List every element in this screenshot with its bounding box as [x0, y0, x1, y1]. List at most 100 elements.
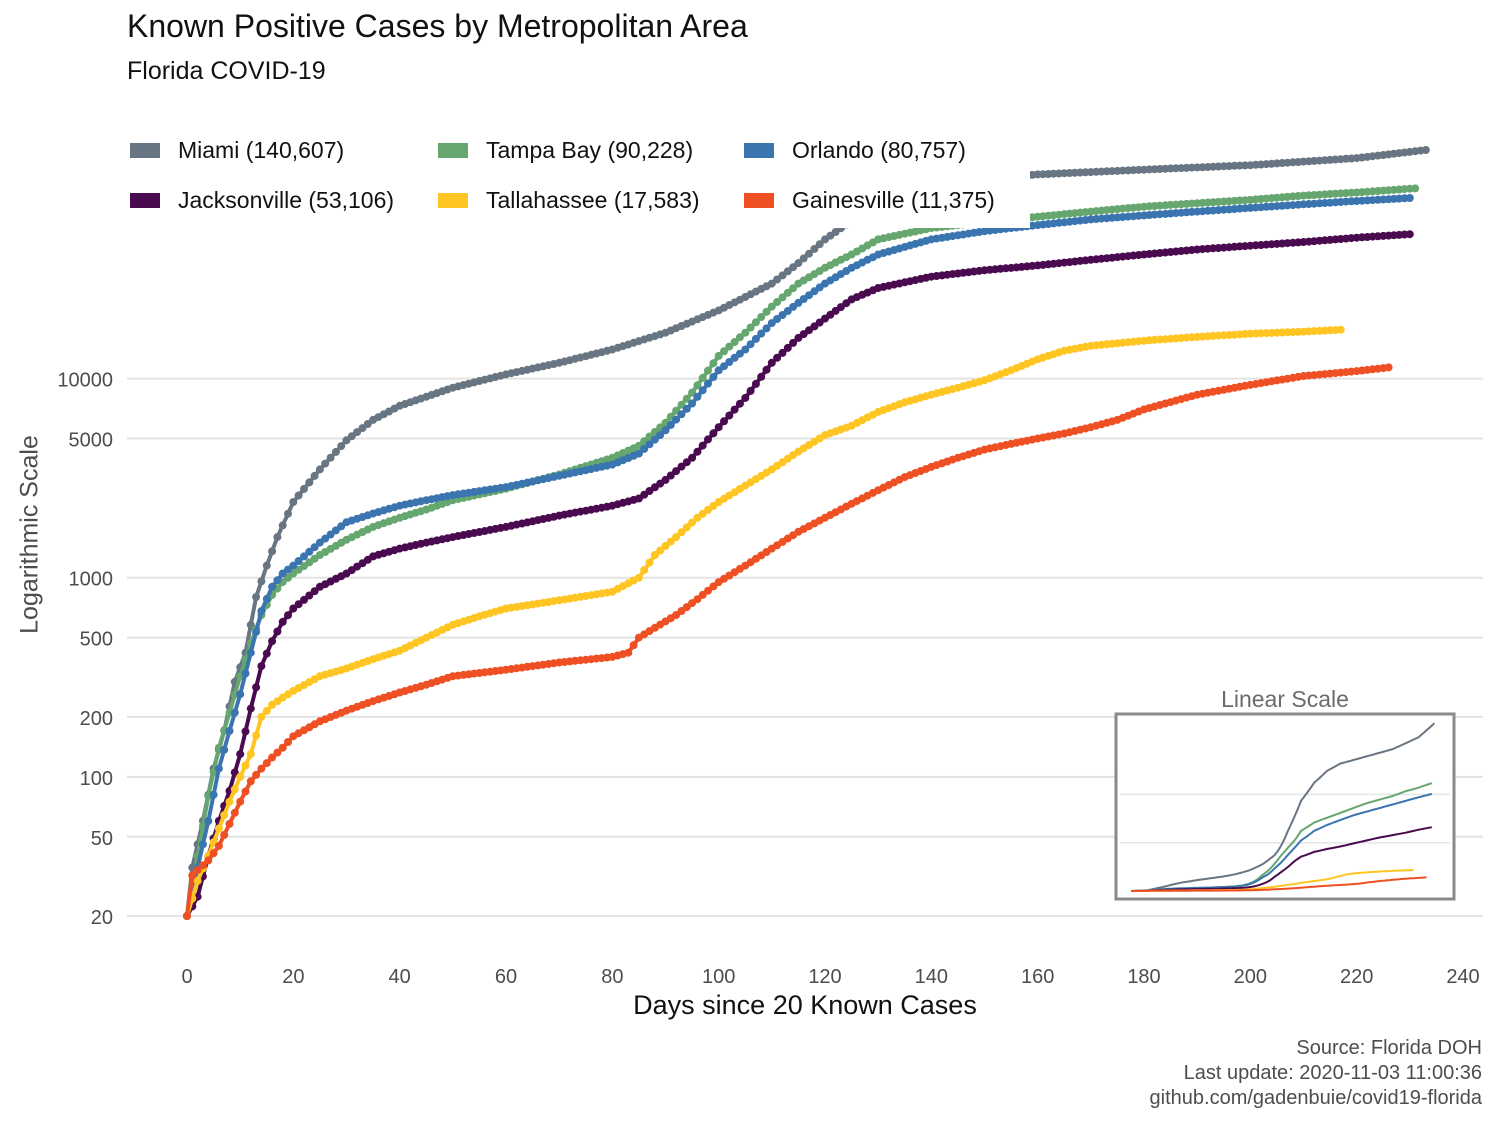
data-point-orlando	[236, 690, 245, 699]
data-point-gainesville	[246, 777, 255, 786]
data-point-jacksonville	[773, 353, 782, 362]
x-tick-label: 60	[495, 966, 517, 988]
data-point-tampa-bay	[714, 351, 723, 360]
data-point-miami	[815, 240, 824, 249]
data-point-orlando	[289, 561, 298, 570]
data-point-tampa-bay	[783, 288, 792, 297]
y-tick-label: 100	[80, 768, 113, 790]
data-point-orlando	[693, 392, 702, 401]
data-point-jacksonville	[666, 471, 675, 480]
x-tick-label: 40	[389, 966, 411, 988]
data-point-tampa-bay	[773, 298, 782, 306]
data-point-gainesville	[262, 759, 271, 768]
data-point-orlando	[273, 576, 282, 585]
data-point-jacksonville	[741, 393, 750, 402]
y-tick-label: 50	[91, 828, 113, 850]
data-point-miami	[810, 244, 819, 253]
caption-repo: github.com/gadenbuie/covid19-florida	[1149, 1087, 1482, 1109]
data-point-orlando	[220, 745, 229, 754]
caption-source: Source: Florida DOH	[1296, 1037, 1482, 1059]
chart-subtitle: Florida COVID-19	[127, 57, 326, 85]
data-point-orlando	[225, 726, 234, 735]
data-point-orlando	[640, 444, 649, 453]
data-point-jacksonville	[783, 343, 792, 352]
x-tick-label: 200	[1234, 966, 1267, 988]
data-point-tallahassee	[656, 546, 665, 555]
data-point-miami	[300, 484, 308, 493]
data-point-jacksonville	[278, 617, 287, 626]
data-point-jacksonville	[268, 637, 277, 646]
data-point-gainesville	[236, 797, 245, 806]
data-point-tallahassee	[645, 558, 654, 567]
data-point-tallahassee	[252, 731, 261, 740]
data-point-tallahassee	[661, 542, 670, 550]
data-point-orlando	[230, 708, 239, 717]
data-point-orlando	[688, 399, 697, 408]
data-point-gainesville	[278, 743, 287, 752]
y-axis-ticks: 20 50 100 200 500 1000 5000 10000	[57, 370, 113, 929]
data-point-orlando	[746, 340, 755, 349]
data-point-orlando	[661, 426, 670, 435]
data-point-miami	[805, 249, 813, 258]
data-point-orlando	[650, 435, 659, 444]
data-point-tampa-bay	[709, 359, 718, 368]
y-tick-label: 200	[80, 708, 113, 730]
data-point-gainesville	[252, 770, 261, 779]
series-jacksonville	[183, 230, 1414, 920]
data-point-jacksonville	[746, 386, 755, 395]
x-tick-label: 100	[702, 966, 735, 988]
data-point-orlando	[757, 329, 766, 338]
data-point-jacksonville	[310, 587, 319, 596]
legend-key-gainesville	[744, 193, 774, 208]
data-point-miami	[289, 498, 298, 506]
data-point-miami	[337, 442, 346, 451]
data-point-jacksonville	[682, 458, 691, 467]
data-point-orlando	[704, 379, 712, 388]
data-point-jacksonville	[300, 595, 308, 604]
data-point-miami	[799, 254, 808, 263]
data-point-jacksonville	[789, 338, 798, 347]
data-point-tallahassee	[220, 811, 229, 820]
y-tick-label: 5000	[69, 430, 114, 452]
inset-line-jacksonville	[1131, 826, 1432, 892]
data-point-jacksonville	[757, 372, 766, 381]
inset-line-miami	[1130, 722, 1436, 892]
data-point-gainesville	[188, 871, 197, 880]
data-point-jacksonville	[236, 750, 245, 759]
data-point-gainesville	[629, 641, 638, 650]
data-point-gainesville	[209, 849, 218, 858]
data-point-jacksonville	[661, 475, 670, 484]
data-point-orlando	[682, 404, 691, 413]
data-point-orlando	[209, 790, 218, 799]
data-point-tampa-bay	[698, 373, 707, 382]
x-tick-label: 220	[1340, 966, 1373, 988]
legend-item-gainesville: Gainesville (11,375)	[744, 187, 995, 214]
series-orlando	[183, 194, 1414, 920]
data-point-orlando	[666, 420, 675, 429]
data-point-tallahassee	[650, 551, 659, 559]
data-point-jacksonville	[762, 365, 771, 374]
data-point-tampa-bay	[1411, 184, 1420, 193]
data-point-orlando	[735, 349, 744, 358]
data-point-miami	[294, 491, 303, 500]
data-point-tampa-bay	[730, 338, 739, 346]
data-point-orlando	[656, 431, 665, 439]
y-tick-label: 10000	[57, 370, 113, 392]
data-point-gainesville	[693, 595, 702, 604]
data-point-jacksonville	[1405, 230, 1414, 239]
data-point-gainesville	[709, 582, 718, 591]
legend-key-orlando	[744, 143, 774, 158]
x-axis-ticks: 0 20 40 60 80 100 120 140 160 180 200 220 240	[181, 966, 1479, 988]
inset-line-orlando	[1131, 792, 1433, 892]
x-tick-label: 180	[1127, 966, 1160, 988]
legend-key-miami	[130, 143, 160, 158]
data-point-jacksonville	[273, 627, 282, 636]
y-tick-label: 1000	[69, 569, 114, 591]
legend-key-tampa-bay	[438, 143, 468, 158]
data-point-gainesville	[704, 586, 712, 595]
data-point-gainesville	[268, 753, 277, 762]
data-point-orlando	[204, 817, 213, 825]
legend-item-miami: Miami (140,607)	[130, 137, 344, 164]
data-point-miami	[278, 521, 287, 530]
data-point-tampa-bay	[751, 318, 760, 327]
